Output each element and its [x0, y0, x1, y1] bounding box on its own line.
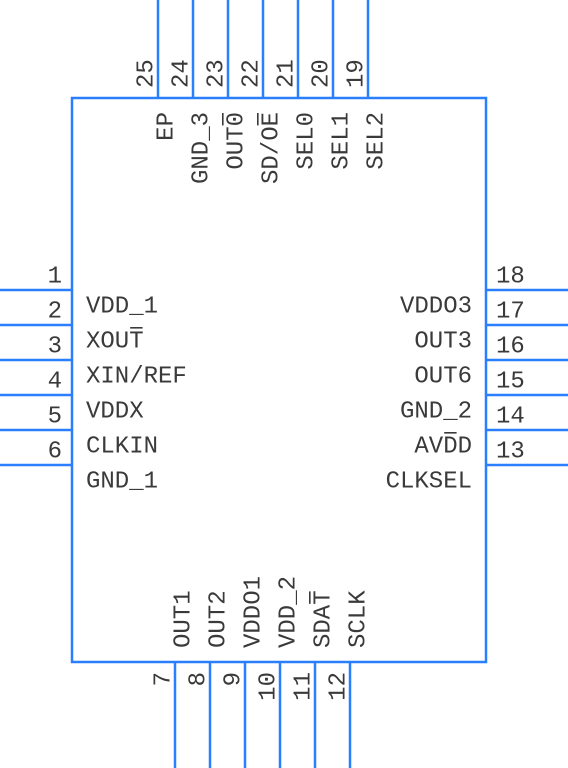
pin-label: CLKSEL [386, 468, 472, 495]
pin-number: 10 [255, 672, 282, 701]
pin-label: SEL2 [363, 112, 390, 170]
pin-label: OUT2 [205, 590, 232, 648]
pin-number: 8 [185, 672, 212, 686]
pin-number: 1 [48, 263, 62, 290]
pin-label: XIN/REF [86, 363, 187, 390]
pin-label: AVDD [414, 433, 472, 460]
pin-label: VDDX [86, 398, 144, 425]
pin-label: OUT1 [170, 590, 197, 648]
pin-number: 7 [150, 672, 177, 686]
pin-number: 4 [48, 368, 62, 395]
pin-number: 25 [133, 59, 160, 88]
pin-number: 12 [325, 672, 352, 701]
pin-number: 9 [220, 672, 247, 686]
pin-number: 17 [496, 298, 525, 325]
pin-label: GND_1 [86, 468, 158, 495]
pin-number: 13 [496, 438, 525, 465]
pin-label: GND_3 [188, 112, 215, 184]
pin-label: OUT0 [223, 112, 250, 170]
pin-label: VDDO3 [400, 293, 472, 320]
pin-label: VDDO1 [240, 576, 267, 648]
pin-label: GND_2 [400, 398, 472, 425]
pin-label: VDD_2 [275, 576, 302, 648]
pin-number: 23 [203, 59, 230, 88]
pin-number: 22 [238, 59, 265, 88]
pin-number: 21 [273, 59, 300, 88]
pin-number: 16 [496, 333, 525, 360]
pin-label: CLKIN [86, 433, 158, 460]
pin-label: OUT6 [414, 363, 472, 390]
pin-label: OUT3 [414, 328, 472, 355]
pin-number: 2 [48, 298, 62, 325]
pin-number: 11 [290, 672, 317, 701]
pin-number: 19 [343, 59, 370, 88]
pin-number: 20 [308, 59, 335, 88]
pin-label: SD/OE [258, 112, 285, 184]
pin-label: SCLK [345, 590, 372, 648]
pin-number: 24 [168, 59, 195, 88]
pin-number: 5 [48, 403, 62, 430]
pin-number: 18 [496, 263, 525, 290]
pin-label: VDD_1 [86, 293, 158, 320]
pin-number: 6 [48, 438, 62, 465]
pin-label: SEL0 [293, 112, 320, 170]
pin-number: 15 [496, 368, 525, 395]
pin-label: SDAT [310, 590, 337, 648]
pin-label: XOUT [86, 328, 144, 355]
pin-label: SEL1 [328, 112, 355, 170]
pin-number: 14 [496, 403, 525, 430]
pin-number: 3 [48, 333, 62, 360]
ic-pinout-diagram: 1 VDD_1 2 XOUT 3 XIN/REF 4 VDDX 5 CLKIN 6 GND_1 18 VD… [0, 0, 568, 768]
pin-label: EP [153, 112, 180, 141]
